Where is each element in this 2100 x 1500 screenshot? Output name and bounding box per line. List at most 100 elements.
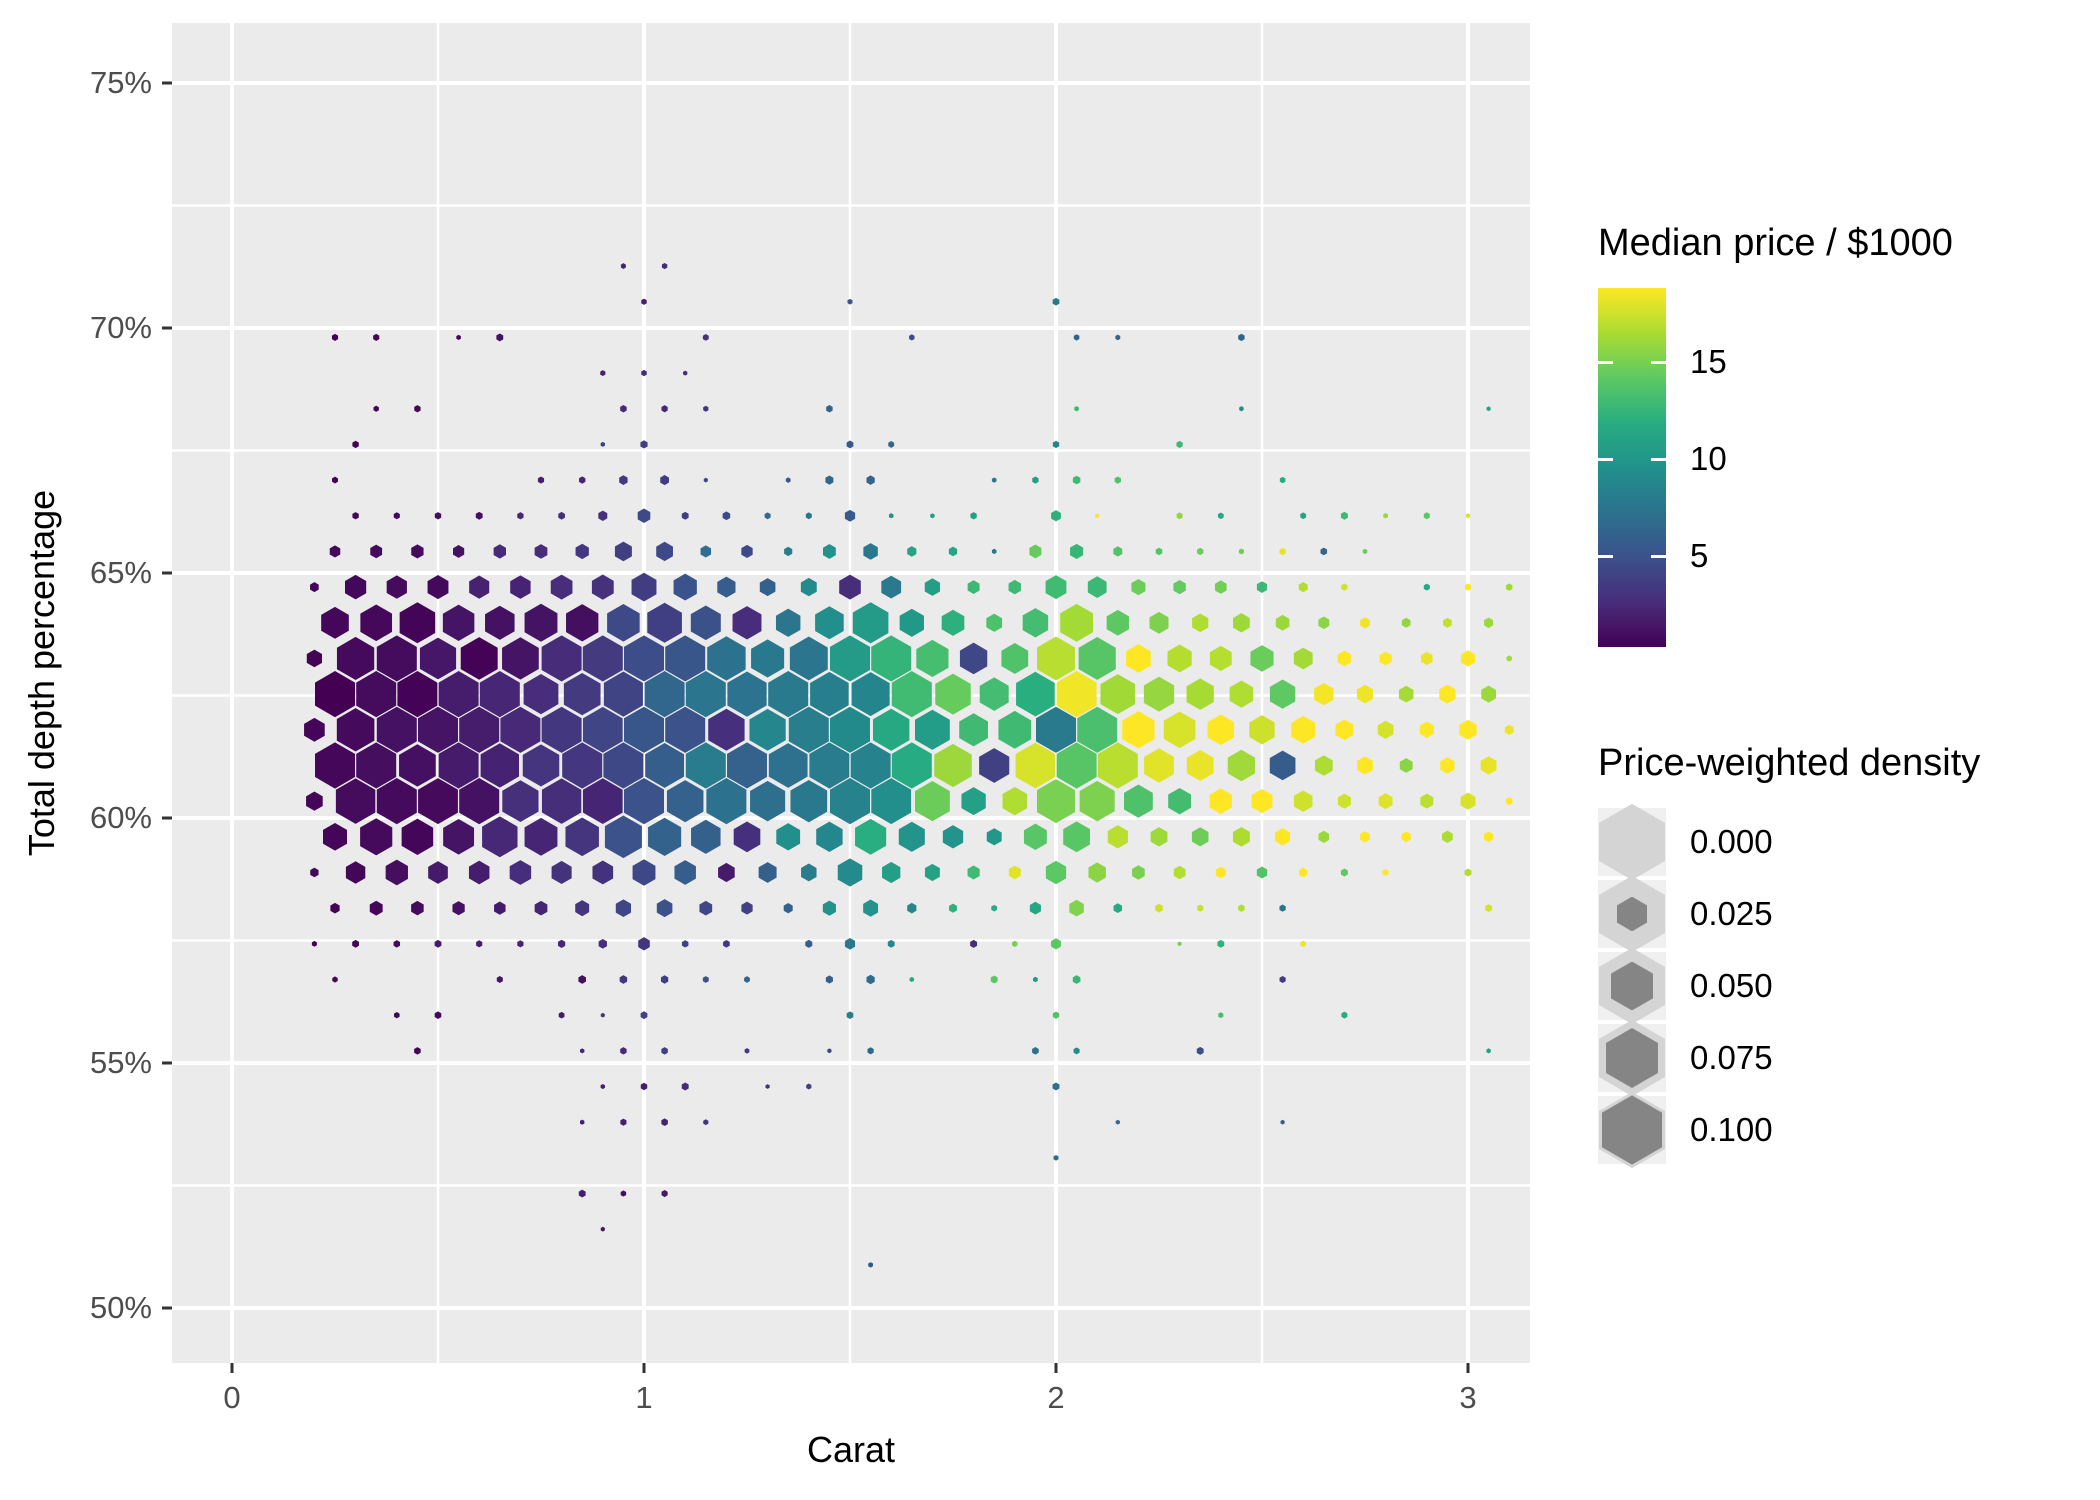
hex-cell: [434, 512, 442, 520]
hex-cell: [624, 706, 664, 753]
hex-cell: [959, 642, 988, 675]
hex-cell: [775, 608, 801, 637]
hex-cell: [1060, 603, 1094, 642]
hex-cell: [397, 671, 438, 718]
hex-cell: [1029, 544, 1042, 559]
hex-cell: [1063, 821, 1090, 853]
hex-cell: [744, 976, 750, 983]
hex-cell: [661, 262, 668, 270]
hex-cell: [558, 511, 565, 520]
hex-cell: [1113, 546, 1123, 557]
hex-cell: [562, 742, 603, 789]
hex-cell: [1070, 543, 1084, 560]
hex-cell: [1256, 581, 1268, 593]
hex-cell: [1275, 828, 1291, 846]
hex-cell: [648, 817, 682, 856]
hex-cell: [345, 861, 366, 884]
hex-cell: [310, 582, 319, 593]
hex-cell: [1186, 750, 1214, 781]
hex-cell: [399, 744, 436, 787]
hex-cell: [624, 635, 664, 682]
hex-cell: [1318, 830, 1330, 843]
hex-cell: [1464, 868, 1472, 877]
hex-cell: [1032, 476, 1039, 484]
axis-ticks: [162, 81, 1470, 1373]
hex-cell: [961, 787, 986, 816]
hex-cell: [1377, 720, 1394, 739]
hex-cell: [1126, 644, 1151, 673]
hex-cell: [541, 635, 582, 682]
hex-cell: [330, 902, 340, 914]
hex-cell: [1360, 617, 1370, 629]
color-legend-tick-label-15: 15: [1690, 343, 1727, 381]
hex-cell: [681, 1082, 689, 1091]
hex-cell: [991, 477, 997, 483]
hex-cell: [1115, 334, 1121, 341]
hex-cell: [1318, 616, 1330, 630]
hex-cell: [360, 818, 393, 856]
x-tick-label-0: 0: [223, 1380, 241, 1415]
hex-cell: [580, 1048, 585, 1054]
hex-cell: [603, 742, 644, 789]
hex-cell: [1036, 706, 1076, 753]
hex-cell: [1207, 714, 1235, 746]
y-tick-label-75%: 75%: [89, 65, 152, 100]
hex-cell: [1023, 823, 1047, 851]
hex-cell: [1239, 406, 1244, 412]
hex-cell: [702, 976, 709, 983]
hex-cell: [1378, 793, 1393, 810]
hex-cell: [1340, 868, 1348, 877]
hex-cell: [909, 334, 915, 341]
hex-cell: [1293, 790, 1313, 812]
hex-cell: [1087, 576, 1107, 598]
hex-cell: [1360, 831, 1370, 843]
hex-cell: [665, 706, 706, 753]
hex-cell: [1439, 684, 1456, 704]
x-tick-label-1: 1: [635, 1380, 653, 1415]
hex-cell: [1291, 715, 1316, 744]
hex-cell: [1032, 976, 1038, 983]
hex-cell: [866, 475, 875, 485]
hex-cell: [979, 748, 1010, 783]
hex-cell: [414, 405, 421, 413]
hex-cell: [703, 405, 709, 412]
hex-cell: [1100, 674, 1136, 715]
hex-cell: [600, 1012, 605, 1018]
color-legend-tick-mark: [1598, 360, 1613, 364]
hex-cell: [603, 671, 643, 717]
hex-cell: [352, 440, 359, 449]
hex-cell: [1079, 780, 1115, 822]
hex-cell: [558, 939, 566, 948]
hex-cell: [582, 635, 623, 682]
hex-cell: [681, 940, 689, 948]
hex-cell: [1056, 671, 1097, 718]
hex-cell: [1341, 1011, 1348, 1019]
size-legend-label-0.100: 0.100: [1690, 1111, 1773, 1148]
color-legend-title: Median price / $1000: [1598, 222, 1953, 264]
hex-cell: [991, 548, 997, 555]
hex-cell: [1356, 684, 1374, 704]
color-legend-gradient: [1598, 288, 1666, 647]
hex-cell: [930, 513, 935, 519]
hex-cell: [768, 743, 808, 788]
hex-cell: [816, 821, 843, 853]
hex-cell: [1012, 940, 1018, 947]
size-legend-value-hexagon-icon: [1602, 1095, 1662, 1165]
hex-cell: [1280, 1119, 1285, 1125]
size-legend-value-hexagon-icon: [1606, 1028, 1658, 1088]
hex-cell: [888, 441, 895, 448]
hex-cell: [914, 781, 950, 822]
hex-cell: [830, 778, 870, 825]
hex-cell: [1423, 512, 1430, 520]
hex-cell: [638, 937, 650, 951]
hex-cell: [1036, 779, 1076, 824]
hex-cell: [1016, 671, 1055, 717]
hex-cell: [419, 637, 457, 680]
hex-cell: [1045, 575, 1067, 600]
hex-cell: [393, 512, 400, 520]
hex-cell: [805, 512, 812, 520]
y-tick-label-60%: 60%: [89, 800, 152, 835]
hex-cell: [575, 900, 590, 917]
hex-cell: [1074, 406, 1079, 412]
